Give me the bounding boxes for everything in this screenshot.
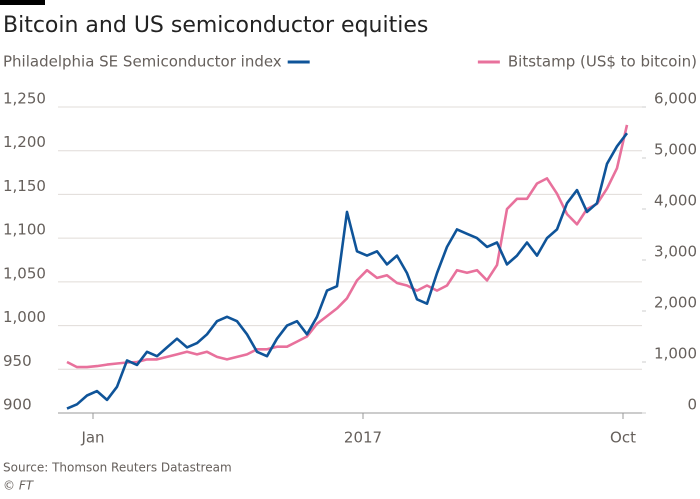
y-tick-label: 900 xyxy=(3,396,32,414)
x-tick-label: Jan xyxy=(80,429,104,447)
series-line xyxy=(66,132,629,410)
y-tick-label: 1,150 xyxy=(3,177,46,195)
y-tick-label: 1,250 xyxy=(3,90,46,108)
series-line xyxy=(66,124,629,369)
y-tick-label: 1,000 xyxy=(3,308,46,326)
y2-tick-label: 1,000 xyxy=(654,345,697,363)
x-tick-label: Oct xyxy=(610,429,636,447)
y2-tick-label: 3,000 xyxy=(654,243,697,261)
chart-title: Bitcoin and US semiconductor equities xyxy=(3,13,428,38)
y-tick-label: 1,050 xyxy=(3,264,46,282)
credit: © FT xyxy=(3,479,35,493)
legend-label: Philadelphia SE Semiconductor index xyxy=(3,53,282,71)
y2-tick-label: 2,000 xyxy=(654,294,697,312)
y2-tick-label: 0 xyxy=(687,396,697,414)
brand-bar xyxy=(0,0,45,5)
y-tick-label: 1,100 xyxy=(3,221,46,239)
legend-label: Bitstamp (US$ to bitcoin) xyxy=(508,53,697,71)
source: Source: Thomson Reuters Datastream xyxy=(3,461,232,475)
y2-tick-label: 5,000 xyxy=(654,141,697,159)
y-tick-label: 950 xyxy=(3,352,32,370)
y2-tick-label: 6,000 xyxy=(654,90,697,108)
x-tick-label: 2017 xyxy=(344,429,382,447)
y-tick-label: 1,200 xyxy=(3,133,46,151)
y2-tick-label: 4,000 xyxy=(654,192,697,210)
